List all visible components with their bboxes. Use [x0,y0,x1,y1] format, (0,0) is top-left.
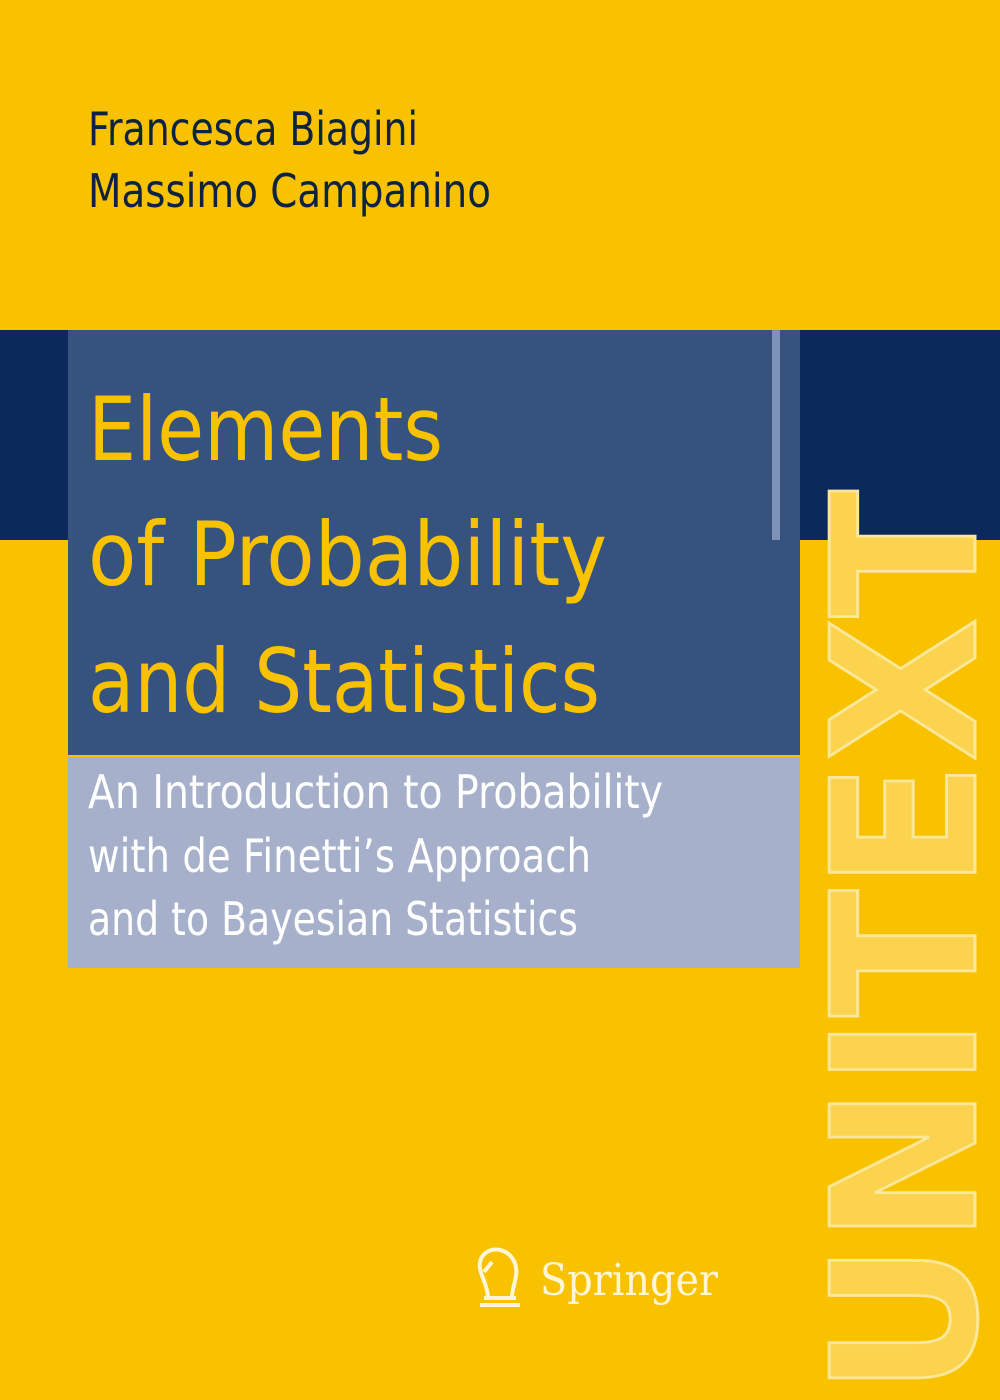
horse-icon [477,1247,520,1307]
author: Massimo Campanino [88,164,491,218]
subtitle-box [68,757,800,968]
title-box [68,330,800,755]
subtitle-line: with de Finetti’s Approach [88,829,591,883]
title-line: of Probability [88,503,607,606]
series-name: UNITEXT [790,490,1000,1395]
stripe [772,330,780,540]
publisher-logo [477,1247,520,1307]
subtitle-line: and to Bayesian Statistics [88,892,578,946]
author: Francesca Biagini [88,102,418,156]
subtitle-line: An Introduction to Probability [88,765,663,819]
title-line: Elements [88,378,443,481]
title-line: and Statistics [88,630,600,733]
publisher: Springer [540,1255,719,1306]
